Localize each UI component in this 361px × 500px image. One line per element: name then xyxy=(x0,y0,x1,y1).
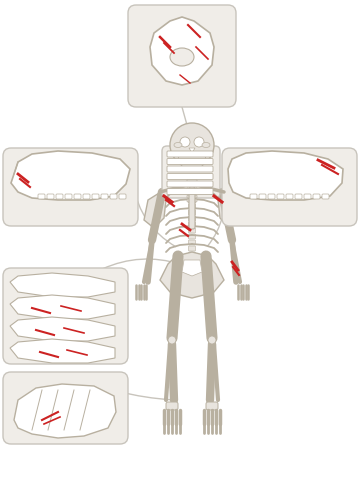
FancyBboxPatch shape xyxy=(268,194,275,199)
Polygon shape xyxy=(150,17,214,85)
FancyBboxPatch shape xyxy=(162,146,220,198)
FancyBboxPatch shape xyxy=(188,210,196,215)
FancyArrowPatch shape xyxy=(68,373,172,400)
FancyBboxPatch shape xyxy=(74,194,81,199)
Polygon shape xyxy=(10,339,115,363)
FancyBboxPatch shape xyxy=(187,191,197,194)
Circle shape xyxy=(194,137,204,147)
FancyBboxPatch shape xyxy=(259,194,266,199)
FancyBboxPatch shape xyxy=(277,194,284,199)
FancyBboxPatch shape xyxy=(128,5,236,107)
FancyBboxPatch shape xyxy=(187,276,196,281)
Polygon shape xyxy=(178,153,206,170)
FancyBboxPatch shape xyxy=(167,158,213,164)
FancyBboxPatch shape xyxy=(187,175,197,178)
FancyBboxPatch shape xyxy=(3,372,128,444)
FancyBboxPatch shape xyxy=(304,194,311,199)
FancyBboxPatch shape xyxy=(188,240,196,245)
FancyBboxPatch shape xyxy=(38,194,45,199)
Circle shape xyxy=(180,137,190,147)
FancyBboxPatch shape xyxy=(189,187,195,229)
FancyBboxPatch shape xyxy=(167,166,213,172)
Polygon shape xyxy=(160,252,224,298)
Ellipse shape xyxy=(174,142,182,148)
FancyBboxPatch shape xyxy=(206,402,218,410)
FancyBboxPatch shape xyxy=(187,179,197,182)
Polygon shape xyxy=(218,190,240,228)
Ellipse shape xyxy=(170,48,194,66)
FancyBboxPatch shape xyxy=(3,148,138,226)
FancyBboxPatch shape xyxy=(167,181,213,187)
FancyBboxPatch shape xyxy=(56,194,63,199)
FancyBboxPatch shape xyxy=(188,216,196,221)
FancyBboxPatch shape xyxy=(187,195,197,198)
FancyBboxPatch shape xyxy=(119,194,126,199)
FancyBboxPatch shape xyxy=(167,174,213,180)
Ellipse shape xyxy=(202,142,210,148)
Polygon shape xyxy=(10,317,115,341)
FancyBboxPatch shape xyxy=(188,198,196,203)
FancyArrowPatch shape xyxy=(208,184,224,246)
FancyBboxPatch shape xyxy=(188,222,196,227)
FancyBboxPatch shape xyxy=(187,264,196,269)
FancyBboxPatch shape xyxy=(188,258,196,263)
FancyBboxPatch shape xyxy=(101,194,108,199)
FancyBboxPatch shape xyxy=(167,151,213,157)
Circle shape xyxy=(170,123,214,167)
FancyBboxPatch shape xyxy=(187,270,196,275)
Polygon shape xyxy=(14,384,116,438)
FancyBboxPatch shape xyxy=(313,194,320,199)
FancyBboxPatch shape xyxy=(188,192,196,197)
FancyBboxPatch shape xyxy=(47,194,54,199)
FancyBboxPatch shape xyxy=(187,282,196,287)
FancyBboxPatch shape xyxy=(92,194,99,199)
FancyBboxPatch shape xyxy=(187,199,197,202)
FancyBboxPatch shape xyxy=(188,234,196,239)
FancyBboxPatch shape xyxy=(83,194,90,199)
Polygon shape xyxy=(189,148,195,153)
FancyBboxPatch shape xyxy=(187,187,197,190)
FancyBboxPatch shape xyxy=(167,188,213,194)
Polygon shape xyxy=(182,260,202,276)
Circle shape xyxy=(208,336,216,344)
FancyBboxPatch shape xyxy=(188,252,196,257)
FancyArrowPatch shape xyxy=(103,259,180,269)
FancyBboxPatch shape xyxy=(188,228,196,233)
FancyBboxPatch shape xyxy=(322,194,329,199)
Polygon shape xyxy=(228,151,343,200)
Polygon shape xyxy=(10,273,115,297)
FancyBboxPatch shape xyxy=(295,194,302,199)
Polygon shape xyxy=(10,295,115,319)
Polygon shape xyxy=(11,151,130,200)
Circle shape xyxy=(168,336,176,344)
FancyBboxPatch shape xyxy=(188,204,196,209)
FancyBboxPatch shape xyxy=(188,246,196,251)
FancyBboxPatch shape xyxy=(166,402,178,410)
FancyBboxPatch shape xyxy=(187,288,196,293)
FancyBboxPatch shape xyxy=(286,194,293,199)
FancyBboxPatch shape xyxy=(110,194,117,199)
FancyArrowPatch shape xyxy=(134,184,175,246)
FancyBboxPatch shape xyxy=(3,268,128,364)
FancyBboxPatch shape xyxy=(222,148,357,226)
Polygon shape xyxy=(144,190,166,228)
FancyBboxPatch shape xyxy=(250,194,257,199)
FancyBboxPatch shape xyxy=(187,183,197,186)
FancyBboxPatch shape xyxy=(65,194,72,199)
